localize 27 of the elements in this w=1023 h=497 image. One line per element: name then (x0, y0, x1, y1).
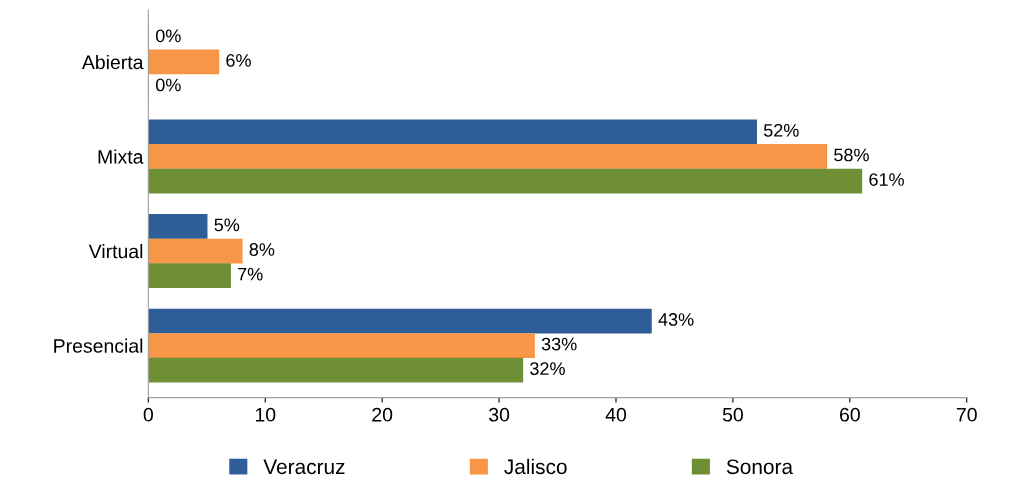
y-tick-label: Mixta (98, 149, 144, 164)
data-label: 52% (763, 123, 799, 137)
data-label: 7% (238, 267, 263, 281)
x-tick-label: 20 (372, 407, 393, 422)
x-tick-label: 10 (255, 407, 276, 422)
legend-label: Jalisco (504, 458, 567, 475)
data-label: 0% (155, 29, 181, 43)
data-label: 6% (226, 54, 251, 67)
data-label: 5% (214, 218, 240, 232)
x-tick-label: 50 (722, 407, 743, 422)
y-tick-label: Virtual (88, 244, 143, 259)
data-label: 8% (249, 243, 275, 256)
data-label: 32% (530, 362, 565, 376)
x-tick-label: 40 (605, 407, 627, 422)
data-label: 43% (658, 313, 694, 326)
y-tick-label: Abierta (81, 54, 144, 70)
x-tick-label: 60 (840, 407, 860, 422)
x-tick-label: 0 (143, 407, 153, 422)
legend-label: Sonora (726, 459, 794, 475)
legend-label: Veracruz (263, 459, 345, 475)
data-label: 58% (834, 148, 869, 162)
x-tick-label: 30 (489, 407, 510, 422)
data-label: 0% (155, 78, 181, 92)
data-label: 33% (541, 337, 577, 351)
data-label: 61% (869, 173, 904, 186)
x-tick-label: 70 (956, 407, 977, 422)
y-tick-label: Presencial (54, 338, 143, 353)
